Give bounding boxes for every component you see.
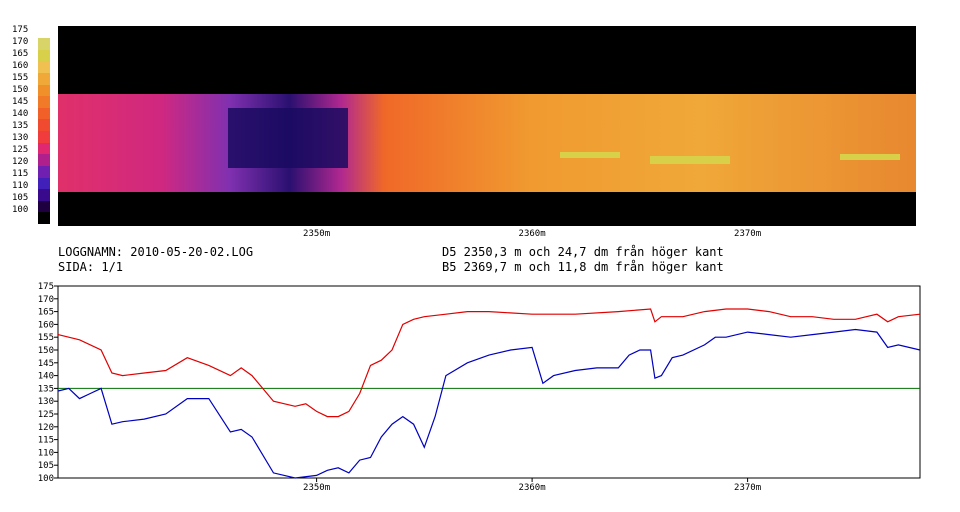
- x-tick-label: 2360m: [519, 483, 546, 493]
- series-line-2: [57, 328, 921, 479]
- color-scale-label: 160: [12, 61, 29, 71]
- heatmap-hot-streak: [840, 154, 900, 160]
- heatmap-band: [58, 94, 916, 192]
- y-tick-label: 110: [38, 448, 54, 458]
- y-tick-label: 145: [38, 359, 54, 369]
- color-scale-label: 130: [12, 133, 29, 143]
- x-tick-label: 2370m: [734, 483, 761, 493]
- log-name: LOGGNAMN: 2010-05-20-02.LOG: [58, 245, 254, 259]
- color-scale-swatch: [38, 96, 50, 108]
- color-scale-label: 105: [12, 193, 29, 203]
- y-tick-label: 165: [38, 308, 54, 318]
- color-scale-swatch: [38, 72, 50, 85]
- marker-d5: D5 2350,3 m och 24,7 dm från höger kant: [442, 245, 724, 259]
- y-tick-label: 140: [38, 372, 54, 382]
- y-tick-label: 115: [38, 436, 54, 446]
- color-scale-label: 120: [12, 157, 29, 167]
- color-scale-swatch: [38, 165, 50, 178]
- y-tick-label: 175: [38, 282, 54, 292]
- y-tick-label: 135: [38, 384, 54, 394]
- y-tick-label: 155: [38, 333, 54, 343]
- marker-b5: B5 2369,7 m och 11,8 dm från höger kant: [442, 260, 724, 274]
- color-scale-swatch: [38, 131, 50, 143]
- color-scale-label: 140: [12, 109, 29, 119]
- color-scale-label: 150: [12, 85, 29, 95]
- y-tick-label: 160: [38, 320, 54, 330]
- color-scale-swatch: [38, 61, 50, 73]
- color-scale-swatch: [38, 177, 50, 190]
- heatmap-x-axis: 2350m 2360m 2370m: [303, 222, 761, 239]
- y-tick-label: 105: [38, 461, 54, 471]
- color-scale-swatch: [38, 38, 50, 50]
- color-scale-swatch: [38, 142, 50, 155]
- y-tick-label: 120: [38, 423, 54, 433]
- color-scale-swatch: [38, 119, 50, 131]
- color-scale-label: 110: [12, 181, 29, 191]
- color-scale-swatch: [38, 200, 50, 213]
- color-scale-label: 115: [12, 169, 29, 179]
- x-axis: 2350m 2360m 2370m: [303, 478, 761, 493]
- color-scale-label: 145: [12, 97, 29, 107]
- color-scale-label: 135: [12, 121, 29, 131]
- y-tick-label: 150: [38, 346, 54, 356]
- plot-frame: [57, 285, 921, 479]
- color-scale-label: 125: [12, 145, 29, 155]
- color-scale-swatch: [38, 189, 50, 201]
- color-scale-label: 175: [12, 25, 29, 35]
- y-tick-label: 100: [38, 474, 54, 484]
- color-scale-label: 155: [12, 73, 29, 83]
- series-line-1: [57, 308, 921, 418]
- page-indicator: SIDA: 1/1: [58, 260, 124, 274]
- color-scale-label: 170: [12, 37, 29, 47]
- y-tick-label: 170: [38, 295, 54, 305]
- series-layer: [57, 308, 921, 479]
- heatmap-cold-zone: [228, 108, 348, 168]
- color-scale-swatch: [38, 84, 50, 97]
- thermal-heatmap: 2350m 2360m 2370m: [58, 26, 916, 239]
- heatmap-hot-streak: [650, 156, 730, 164]
- heatmap-x-tick-label: 2370m: [734, 229, 761, 239]
- heatmap-x-tick-label: 2350m: [303, 229, 330, 239]
- x-tick-label: 2350m: [303, 483, 330, 493]
- color-scale-swatch: [38, 107, 50, 120]
- color-scale-swatch: [38, 154, 50, 166]
- heatmap-x-tick-label: 2360m: [519, 229, 546, 239]
- y-axis: 100 105 110 115 120 125 130 135 140 145 150 155 160 1…: [38, 282, 58, 484]
- color-scale-bar: [38, 38, 50, 224]
- color-scale-swatch: [38, 212, 50, 224]
- y-tick-label: 130: [38, 397, 54, 407]
- color-scale-swatch: [38, 49, 50, 62]
- heatmap-hot-streak: [560, 152, 620, 158]
- color-scale-label: 165: [12, 49, 29, 59]
- color-scale-label: 100: [12, 205, 29, 215]
- y-tick-label: 125: [38, 410, 54, 420]
